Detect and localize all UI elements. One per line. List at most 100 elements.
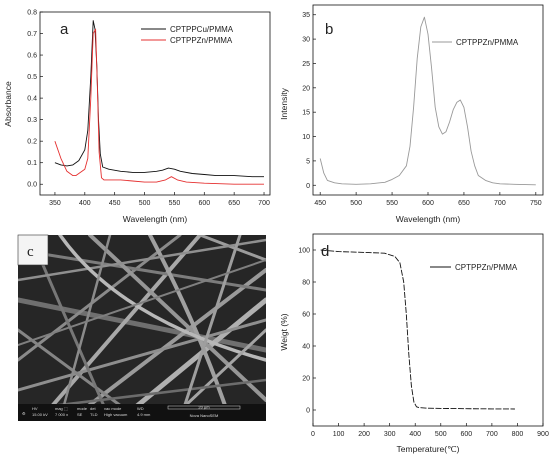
sem-det-label: det <box>90 406 96 411</box>
panel-d-plot-frame <box>312 233 544 427</box>
sem-mode-value: SE <box>77 412 83 417</box>
panel-a-y-tick-label: 0.2 <box>27 139 37 146</box>
panel-b-x-tick-label: 500 <box>350 200 362 207</box>
panel-b-y-tick-label: 20 <box>302 85 310 92</box>
panel-b-x-axis-label: Wavelength (nm) <box>396 214 461 224</box>
panel-d-y-tick-label: 100 <box>298 248 310 255</box>
panel-b-y-tick-label: 15 <box>302 110 310 117</box>
panel-b-letter: b <box>325 21 333 38</box>
panel-b-y-tick-label: 35 <box>302 12 310 19</box>
sem-info-cells: HV 15.00 kV mag ⬚ 7 000 x mode SE det TL… <box>32 406 151 417</box>
panel-c-sem-image: c ⚙ HV 15.00 kV mag ⬚ 7 000 x mode SE de… <box>17 234 266 421</box>
panel-a-x-axis-label: Wavelength (nm) <box>123 214 188 224</box>
panel-b-x-tick-label: 600 <box>422 200 434 207</box>
panel-a-x-tick-label: 400 <box>79 200 91 207</box>
panel-a-series <box>54 20 264 185</box>
panel-d-x-axis-label: Temperature(℃) <box>397 444 460 454</box>
panel-a-x-tick-label: 700 <box>258 200 270 207</box>
panel-a-x-tick-label: 600 <box>198 200 210 207</box>
panel-b-intensity-chart: b 450 500 550 600 650 700 750 0 5 10 15 20 25 30 35 Wa… <box>279 4 544 224</box>
panel-d-x-tick-label: 900 <box>537 431 549 438</box>
legend-label-cu: CPTPPCu/PMMA <box>170 25 234 34</box>
panel-d-x-tick-label: 200 <box>358 431 370 438</box>
panel-a-y-tick-label: 0.7 <box>27 31 37 38</box>
panel-a-absorbance-chart: a 350 400 450 500 550 600 650 700 0.0 0.1 0.2 0.3 0.… <box>3 10 271 224</box>
sem-vac-value: High vacuum <box>104 412 128 417</box>
panel-a-x-tick-label: 650 <box>228 200 240 207</box>
panel-b-x-tick-label: 450 <box>314 200 326 207</box>
panel-d-y-tick-label: 0 <box>306 408 310 415</box>
sem-wd-label: WD <box>137 406 144 411</box>
panel-d-x-tick-label: 0 <box>311 431 315 438</box>
sem-det-value: TLD <box>90 412 98 417</box>
panel-a-x-tick-label: 450 <box>109 200 121 207</box>
panel-d-x-tick-label: 100 <box>333 431 345 438</box>
sem-scale-bar <box>167 405 241 410</box>
sem-scale-label: 20 μm <box>198 405 210 410</box>
panel-a-x-tick-label: 350 <box>49 200 61 207</box>
panel-a-y-tick-label: 0.3 <box>27 117 37 124</box>
panel-a-series-line-0 <box>54 20 264 178</box>
panel-a-ticks: 350 400 450 500 550 600 650 700 0.0 0.1 0.2 0.3 0.4 0… <box>27 10 270 208</box>
sem-fibers <box>18 235 266 420</box>
panel-c-letter-box <box>17 234 49 266</box>
panel-a-letter: a <box>60 21 69 38</box>
panel-a-y-tick-label: 0.5 <box>27 74 37 81</box>
panel-d-letter: d <box>321 243 329 260</box>
panel-a-x-tick-label: 550 <box>169 200 181 207</box>
panel-a-y-tick-label: 0.0 <box>27 182 37 189</box>
panel-d-y-tick-label: 40 <box>302 344 310 351</box>
panel-b-x-tick-label: 550 <box>386 200 398 207</box>
panel-a-y-tick-label: 0.8 <box>27 10 37 17</box>
panel-b-ticks: 450 500 550 600 650 700 750 0 5 10 15 20 25 30 35 <box>302 12 542 207</box>
panel-b-x-tick-label: 650 <box>458 200 470 207</box>
panel-d-series-line-0 <box>320 249 515 410</box>
panel-d-x-tick-label: 600 <box>460 431 472 438</box>
panel-b-x-tick-label: 700 <box>494 200 506 207</box>
panel-d-y-tick-label: 60 <box>302 312 310 319</box>
panel-d-x-tick-label: 300 <box>384 431 396 438</box>
sem-instrument-label: Nova NanoSEM <box>190 413 219 418</box>
panel-b-y-tick-label: 0 <box>306 183 310 190</box>
panel-d-x-tick-label: 500 <box>435 431 447 438</box>
panel-b-series <box>319 16 536 186</box>
panel-a-y-axis-label: Absorbance <box>3 81 13 127</box>
panel-a-plot-frame <box>39 11 271 196</box>
panel-d-y-tick-label: 20 <box>302 376 310 383</box>
panel-d-x-tick-label: 700 <box>486 431 498 438</box>
panel-b-y-tick-label: 5 <box>306 158 310 165</box>
panel-b-x-tick-label: 750 <box>530 200 542 207</box>
sem-mag-value: 7 000 x <box>55 412 68 417</box>
sem-wd-value: 4.9 mm <box>137 412 151 417</box>
panel-c-letter: c <box>27 244 34 260</box>
panel-a-y-tick-label: 0.1 <box>27 160 37 167</box>
panel-b-series-line-0 <box>319 16 536 186</box>
legend-label-zn-d: CPTPPZn/PMMA <box>455 263 518 272</box>
sem-hv-value: 15.00 kV <box>32 412 48 417</box>
panel-d-ticks: 0 100 200 300 400 500 600 700 800 900 0 20 40 60 80 100 <box>298 248 549 439</box>
sem-logo-icon: ⚙ <box>22 411 26 416</box>
sem-info-bar <box>18 404 266 421</box>
panel-a-y-tick-label: 0.6 <box>27 53 37 60</box>
panel-b-y-tick-label: 30 <box>302 37 310 44</box>
panel-b-y-tick-label: 25 <box>302 61 310 68</box>
panel-d-series <box>320 249 515 410</box>
panel-a-x-tick-label: 500 <box>139 200 151 207</box>
panel-b-legend: CPTPPZn/PMMA <box>432 38 519 47</box>
panel-a-y-tick-label: 0.4 <box>27 96 37 103</box>
panel-d-legend: CPTPPZn/PMMA <box>430 263 518 272</box>
panel-d-y-tick-label: 80 <box>302 280 310 287</box>
panel-d-tga-chart: d 0 100 200 300 400 500 600 700 800 900 0 20 40 60 80 1… <box>279 233 549 454</box>
panel-b-y-tick-label: 10 <box>302 134 310 141</box>
legend-label-zn-b: CPTPPZn/PMMA <box>456 38 519 47</box>
sem-mag-label: mag ⬚ <box>55 406 68 411</box>
legend-label-zn: CPTPPZn/PMMA <box>170 36 233 45</box>
panel-b-y-axis-label: Intensity <box>279 87 289 119</box>
sem-hv-label: HV <box>32 406 38 411</box>
panel-d-x-tick-label: 800 <box>512 431 524 438</box>
panel-a-legend: CPTPPCu/PMMA CPTPPZn/PMMA <box>141 25 234 45</box>
panel-a-series-line-1 <box>54 28 264 185</box>
panel-d-x-tick-label: 400 <box>409 431 421 438</box>
sem-mode-label: mode <box>77 406 88 411</box>
